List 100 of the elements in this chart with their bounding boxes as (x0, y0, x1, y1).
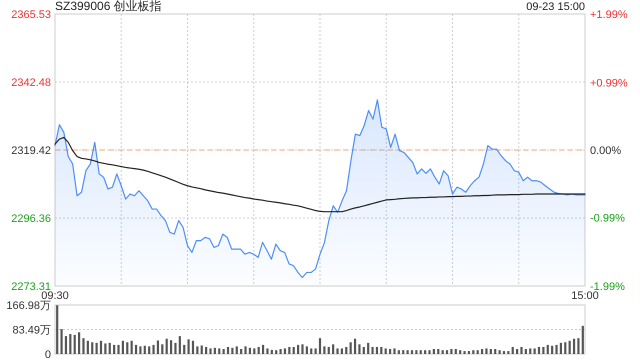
bar (122, 340, 124, 354)
bar (420, 350, 422, 354)
bar (371, 346, 374, 354)
bar (542, 346, 544, 354)
bar (428, 350, 431, 354)
bar (450, 349, 452, 354)
bar (306, 346, 308, 354)
bar (516, 349, 518, 354)
bar (380, 346, 382, 354)
bar (130, 340, 133, 354)
bar (398, 350, 400, 354)
bar (572, 338, 576, 354)
bar (354, 338, 356, 354)
bar (524, 349, 527, 354)
x-tick-label: 15:00 (571, 290, 599, 302)
bar (472, 350, 474, 354)
y-tick-label: 2342.48 (11, 76, 51, 89)
bar (323, 346, 326, 354)
y2-tick-label: -0.99% (590, 212, 626, 225)
bar (284, 348, 286, 354)
y-tick-label: 166.98万 (6, 300, 51, 312)
y-tick-label: 2365.53 (11, 9, 51, 21)
bar (476, 350, 479, 354)
bar (367, 342, 370, 354)
bar (446, 350, 448, 354)
bar (148, 346, 150, 354)
bar (529, 348, 532, 354)
bar (218, 348, 220, 354)
bar (345, 346, 348, 354)
bar (91, 342, 94, 354)
bar (236, 346, 238, 354)
bar (240, 349, 242, 354)
bar (468, 351, 470, 354)
y2-tick-label: 0.00% (590, 145, 622, 157)
bar (577, 338, 580, 354)
y-tick-label: 0 (44, 349, 51, 360)
chart-title: SZ399006 创业板指 (55, 0, 162, 13)
bar (336, 348, 339, 354)
bar (200, 345, 203, 354)
bar (350, 342, 352, 354)
y2-tick-label: -1.99% (590, 281, 626, 293)
bar (538, 346, 540, 354)
bar (546, 344, 549, 354)
bar (170, 340, 172, 354)
bar (266, 348, 269, 354)
bar (560, 342, 562, 354)
bar (244, 346, 247, 354)
bar (498, 350, 501, 354)
bar (485, 348, 488, 354)
bar (555, 344, 558, 354)
bar (108, 342, 111, 354)
bar (502, 351, 506, 354)
bar (297, 344, 300, 354)
bar (209, 348, 212, 354)
bar (432, 349, 435, 354)
bar (96, 342, 98, 354)
bar (156, 340, 160, 354)
bar (100, 340, 102, 354)
bar (104, 343, 106, 354)
y2-tick-label: +0.99% (590, 77, 628, 90)
bar (376, 346, 378, 354)
bar (222, 349, 225, 354)
line-series (54, 136, 586, 212)
bar (534, 348, 536, 354)
bar (279, 349, 282, 354)
bar (64, 336, 68, 354)
bar (340, 348, 343, 354)
bar (463, 351, 466, 354)
bar (480, 349, 484, 354)
bar (328, 346, 330, 354)
bar (258, 346, 260, 354)
bar (459, 350, 462, 354)
bar (196, 346, 198, 354)
y-tick-label: 2296.36 (11, 213, 51, 226)
bar (288, 346, 290, 354)
bar (582, 326, 584, 354)
bar (69, 334, 72, 354)
bar (402, 350, 404, 354)
bar (388, 349, 392, 354)
bar (139, 346, 142, 354)
bar (152, 344, 155, 354)
bar (205, 346, 208, 354)
bar (161, 344, 164, 354)
bar (437, 349, 440, 354)
y-tick-label: 2319.42 (11, 145, 51, 157)
bar (113, 344, 116, 354)
bar (174, 342, 177, 354)
bar (314, 348, 317, 354)
bar (226, 346, 230, 354)
bar (442, 350, 444, 354)
bar (178, 336, 181, 354)
bar (454, 349, 457, 354)
bar (117, 344, 120, 354)
bar (520, 346, 523, 354)
bar (188, 339, 190, 354)
bar (512, 346, 514, 354)
bar (253, 348, 256, 354)
bar (410, 350, 414, 354)
x-tick-label: 09:30 (41, 290, 69, 302)
bar (564, 342, 566, 354)
